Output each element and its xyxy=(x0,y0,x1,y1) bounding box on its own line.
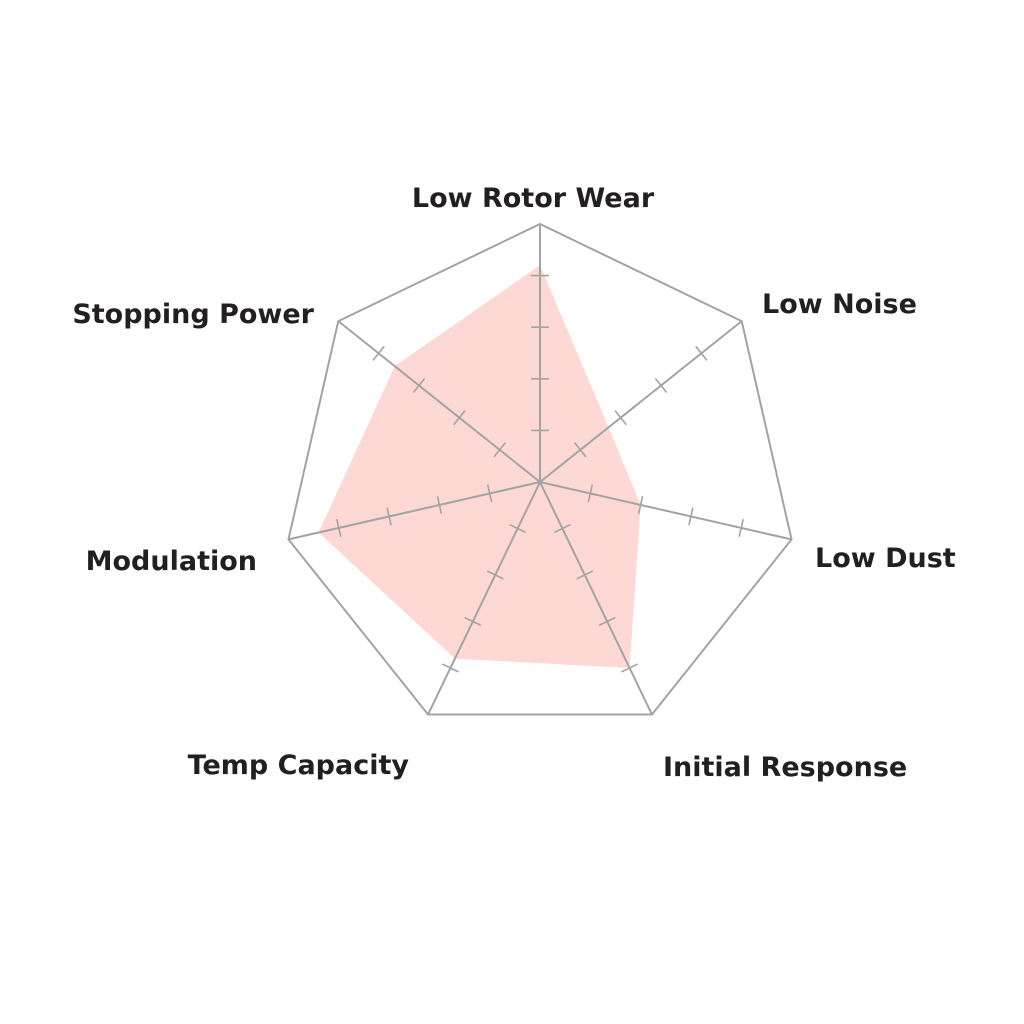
axis-spoke xyxy=(539,481,653,715)
axis-tick xyxy=(574,442,587,458)
axis-label: Temp Capacity xyxy=(188,750,410,781)
axis-tick xyxy=(486,484,493,503)
axis-tick xyxy=(614,410,627,426)
axis-tick xyxy=(441,663,459,673)
grid-outline xyxy=(287,222,793,716)
axis-tick xyxy=(553,523,571,534)
axis-tick xyxy=(412,377,426,394)
axis-tick xyxy=(386,507,392,526)
axis-tick xyxy=(372,345,385,361)
axis-spoke xyxy=(288,481,541,541)
axis-tick xyxy=(486,570,504,580)
axis-label: Stopping Power xyxy=(72,299,314,330)
axis-tick xyxy=(598,616,616,627)
axis-tick xyxy=(695,345,708,361)
axis-tick xyxy=(509,523,527,534)
axis-tick xyxy=(576,570,594,580)
axis-spoke xyxy=(539,481,792,541)
data-area xyxy=(318,265,641,668)
axis-tick xyxy=(464,616,482,627)
axis-label: Initial Response xyxy=(663,752,907,783)
axis-tick xyxy=(654,377,668,394)
axis-tick xyxy=(436,496,443,514)
axis-tick xyxy=(587,484,594,503)
axis-tick xyxy=(493,442,506,458)
axis-tick xyxy=(738,518,745,537)
axis-spoke xyxy=(427,481,541,715)
axis-tick xyxy=(453,410,466,426)
axis-label: Low Noise xyxy=(762,289,917,320)
axis-label: Modulation xyxy=(86,546,257,577)
axis-label: Low Dust xyxy=(815,543,956,574)
axis-tick xyxy=(335,518,342,537)
axis-label: Low Rotor Wear xyxy=(412,183,655,214)
axis-tick xyxy=(688,507,694,526)
axis-spoke xyxy=(539,320,743,483)
axis-spoke xyxy=(337,320,541,483)
